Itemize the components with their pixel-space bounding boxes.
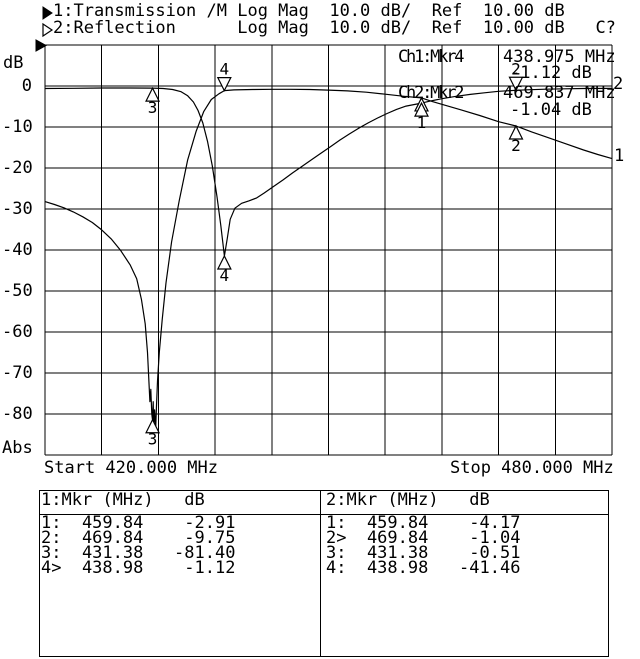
channel2-header: 2:Reflection Log Mag 10.0 dB/ Ref 10.00 … <box>53 18 616 38</box>
ch2-marker-readout-value: -1.04 dB <box>510 100 592 120</box>
marker1-trace2-number: 1 <box>417 113 427 132</box>
marker-table-box <box>39 490 609 657</box>
marker4-trace2-number: 4 <box>220 266 230 285</box>
y-tick-label: -60 <box>2 322 33 342</box>
channel1-active-triangle-icon <box>42 6 53 20</box>
y-axis-unit-label: dB <box>3 53 24 73</box>
ch1-marker-readout-freq: 438.975 MHz <box>503 47 616 67</box>
marker-table-header: 1:Mkr (MHz) dB <box>41 490 205 510</box>
y-axis-abs-label: Abs <box>2 438 33 458</box>
marker-table-row: 1: 459.84 -2.91 <box>41 513 236 533</box>
marker3-trace2-triangle-icon <box>145 86 161 102</box>
ch2-marker-readout-freq: 469.837 MHz <box>503 83 616 103</box>
y-tick-label: -70 <box>2 363 33 383</box>
marker2-trace1-number: 2 <box>511 136 521 155</box>
marker-table-row: 4: 438.98 -41.46 <box>326 558 521 578</box>
reference-level-arrow-icon <box>35 39 48 52</box>
trace-reflection <box>44 87 613 257</box>
trace2-end-label: 2 <box>613 74 624 94</box>
marker-table-row: 2: 469.84 -9.75 <box>41 528 236 548</box>
marker4-trace1-triangle-icon <box>216 76 232 92</box>
marker-table-row: 3: 431.38 -0.51 <box>326 543 521 563</box>
marker3-trace1-number: 3 <box>148 430 158 449</box>
trace-transmission <box>44 88 613 431</box>
y-tick-label: 0 <box>21 76 32 96</box>
marker-table-header-rule <box>39 514 609 515</box>
stop-frequency-label: Stop 480.000 MHz <box>450 458 614 478</box>
y-tick-label: -20 <box>2 158 33 178</box>
marker3-trace1-triangle-icon <box>145 418 161 434</box>
marker3-trace2-number: 3 <box>148 98 158 117</box>
ch1-marker-readout-value: -1.12 dB <box>510 63 592 83</box>
channel2-triangle-icon <box>42 22 54 38</box>
marker-table-divider <box>320 490 321 657</box>
marker2-trace2-number: 2 <box>511 59 521 78</box>
marker-table-row: 3: 431.38 -81.40 <box>41 543 236 563</box>
marker4-trace2-triangle-icon <box>216 254 232 270</box>
trace1-end-label: 1 <box>614 146 625 166</box>
marker-table-header: 2:Mkr (MHz) dB <box>326 490 490 510</box>
marker2-trace1-triangle-icon <box>508 124 524 140</box>
marker1-trace2-triangle-icon <box>414 101 429 117</box>
marker4-trace1-number: 4 <box>219 60 229 79</box>
y-tick-label: -40 <box>2 240 33 260</box>
channel1-header: 1:Transmission /M Log Mag 10.0 dB/ Ref 1… <box>53 1 565 21</box>
marker-table-row: 4> 438.98 -1.12 <box>41 558 236 578</box>
ch1-marker-readout-label: Ch1:Mkr4 <box>398 47 464 67</box>
y-tick-label: -50 <box>2 281 33 301</box>
y-tick-label: -80 <box>2 404 33 424</box>
marker-table-row: 1: 459.84 -4.17 <box>326 513 521 533</box>
y-tick-label: -30 <box>2 199 33 219</box>
ch2-marker-readout-label: Ch2:Mkr2 <box>398 83 464 103</box>
y-tick-label: -10 <box>2 117 33 137</box>
marker-table-row: 2> 469.84 -1.04 <box>326 528 521 548</box>
start-frequency-label: Start 420.000 MHz <box>44 458 218 478</box>
marker2-trace2-triangle-icon <box>508 76 524 92</box>
